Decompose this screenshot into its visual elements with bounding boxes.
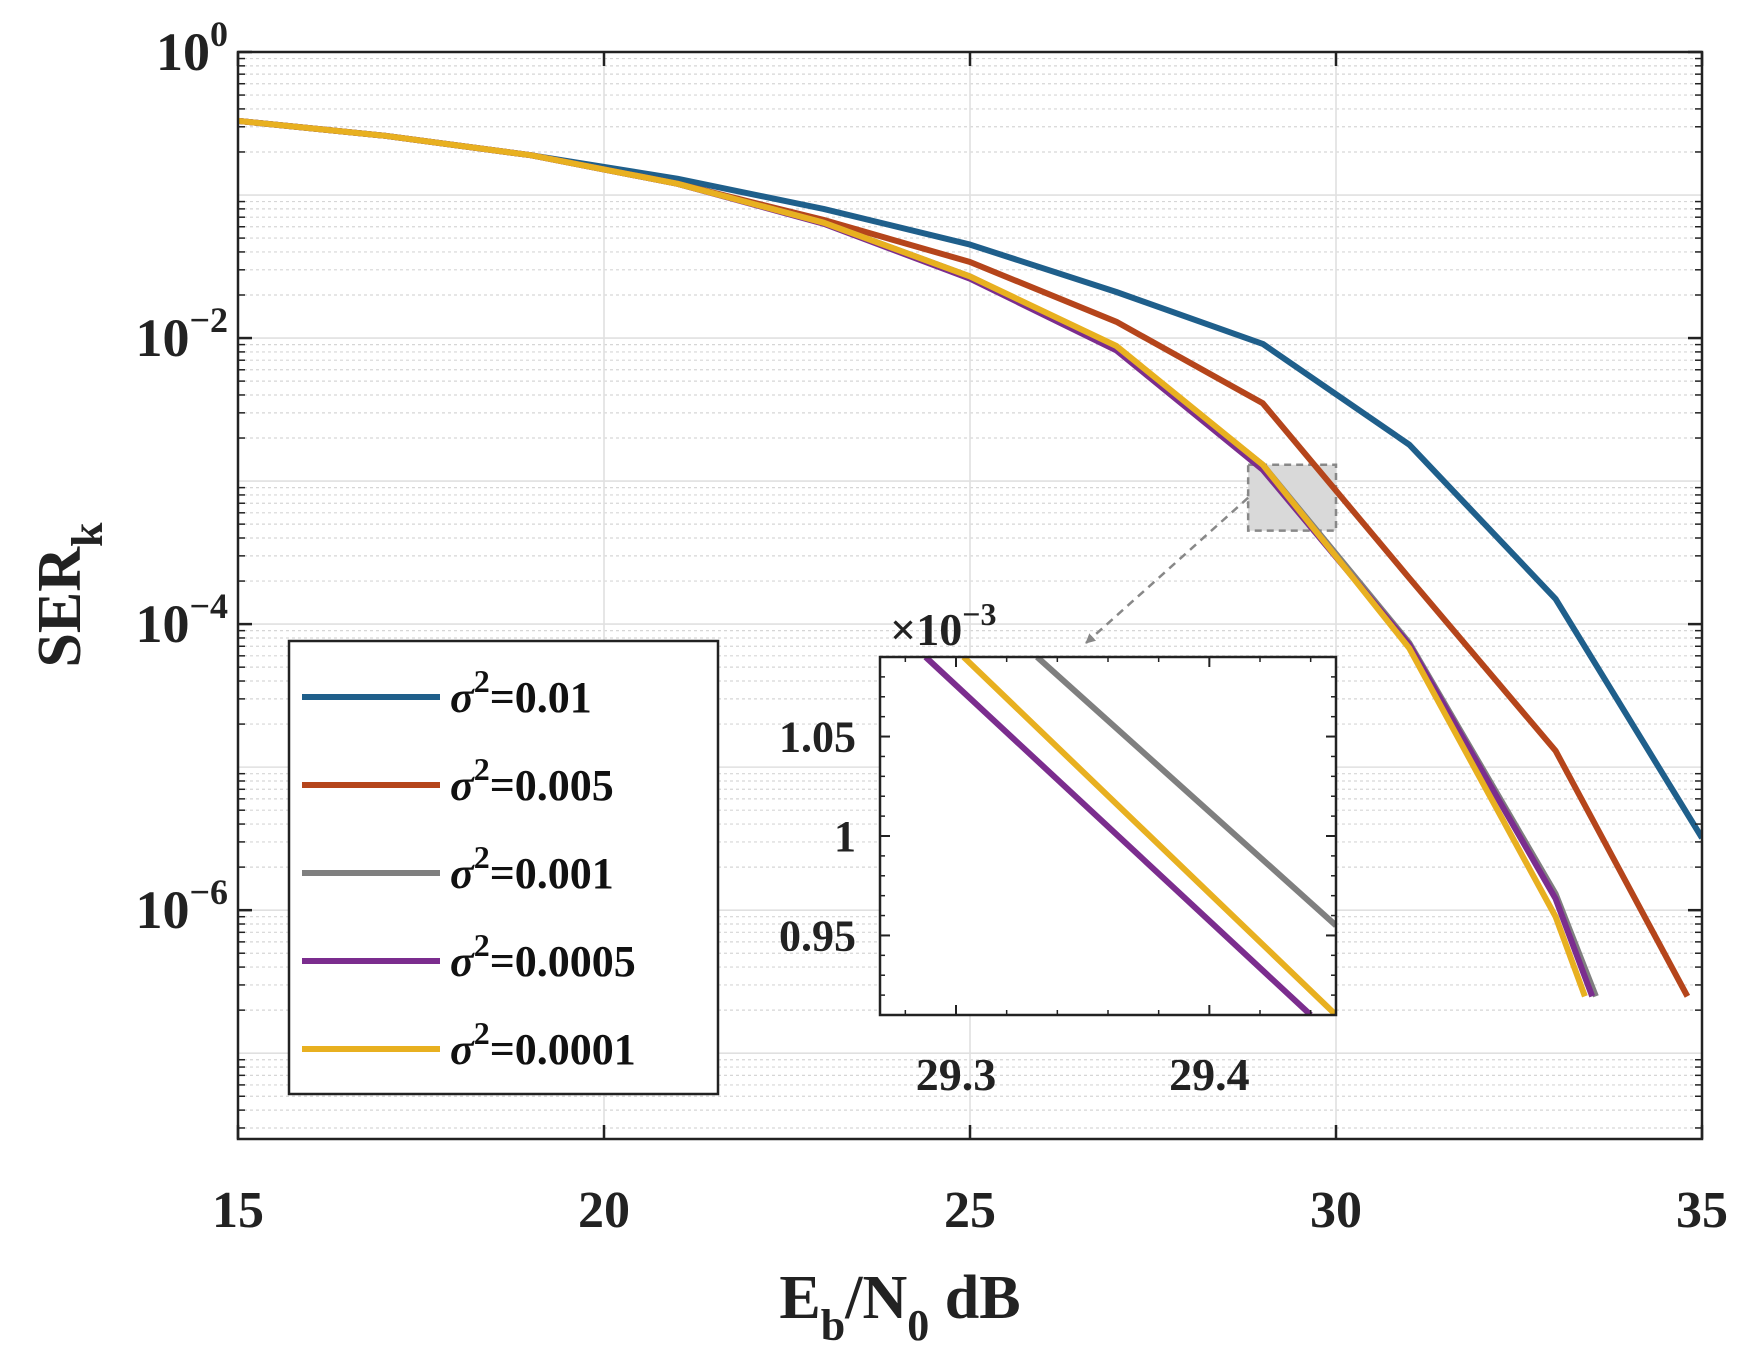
main-ticks: 15 20 25 30 35 100 10−2 10−4 10−6: [135, 14, 1728, 1239]
inset-scale-label: ×10−3: [890, 596, 996, 655]
inset-series-line-s3: [1035, 657, 1336, 928]
inset-series-line-s5: [961, 657, 1336, 1015]
x-tick-label: 20: [578, 1182, 630, 1239]
inset-area: [880, 657, 1336, 1015]
x-axis-title: Eb/N0 dB: [779, 1264, 1020, 1350]
legend-box: [287, 639, 720, 1096]
legend-item-label: σ2=0.01: [450, 663, 592, 722]
legend: σ2=0.01 σ2=0.005 σ2=0.001 σ2=0.0005 σ2=0…: [287, 639, 720, 1096]
y-tick-label: 10−6: [135, 872, 228, 940]
inset-series-line-s4: [923, 657, 1313, 1015]
x-tick-label: 25: [944, 1182, 996, 1239]
main-series: [238, 117, 1702, 998]
inset-x-tick-label: 29.3: [916, 1049, 997, 1100]
inset-y-tick-label: 1.05: [779, 713, 856, 762]
legend-item-label: σ2=0.0005: [450, 927, 636, 986]
x-tick-label: 15: [212, 1182, 264, 1239]
y-tick-label: 10−2: [135, 300, 228, 368]
legend-item-label: σ2=0.005: [450, 751, 614, 810]
x-tick-label: 30: [1310, 1182, 1362, 1239]
x-tick-label: 35: [1676, 1182, 1728, 1239]
y-tick-label: 10−4: [135, 586, 228, 654]
inset-x-tick-label: 29.4: [1169, 1049, 1250, 1100]
series-line-s5: [238, 117, 1588, 998]
legend-item-label: σ2=0.0001: [450, 1015, 636, 1074]
inset-plot: 29.3 29.4 0.95 1 1.05 ×10−3: [779, 596, 1338, 1100]
y-axis-title: SERk: [26, 522, 112, 668]
legend-item-label: σ2=0.001: [450, 839, 614, 898]
y-tick-label: 100: [156, 14, 228, 82]
inset-y-tick-label: 0.95: [779, 911, 856, 960]
inset-y-tick-label: 1: [834, 812, 856, 861]
